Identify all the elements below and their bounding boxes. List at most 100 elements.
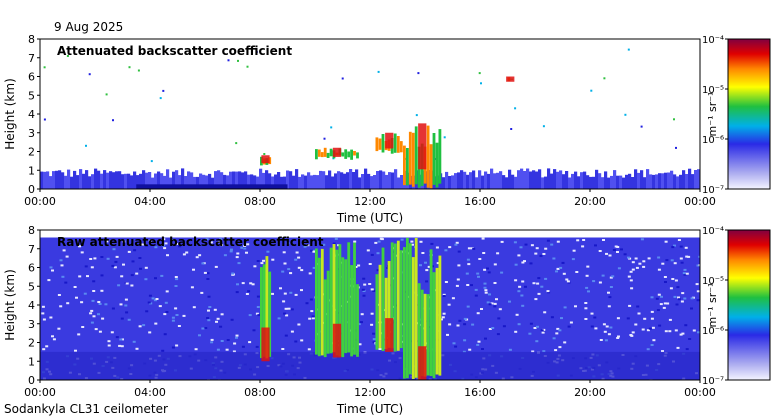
noise-speckle	[246, 243, 250, 246]
noise-speckle	[235, 291, 239, 294]
cloud-column	[262, 264, 266, 357]
noise-speckle	[207, 319, 211, 322]
noise-speckle	[300, 269, 304, 272]
noise-speckle	[484, 291, 488, 294]
noise-speckle	[271, 258, 275, 261]
noise-speckle	[484, 289, 488, 292]
noise-speckle	[690, 297, 694, 300]
noise-speckle	[535, 247, 539, 250]
boundary-layer-column	[289, 171, 293, 189]
boundary-layer-column	[673, 174, 677, 189]
noise-speckle	[612, 249, 616, 251]
boundary-layer-column	[502, 175, 506, 189]
noise-speckle	[456, 324, 460, 327]
noise-speckle	[119, 303, 123, 306]
y-tick-label: 6	[28, 71, 35, 84]
noise-speckle	[634, 257, 638, 260]
boundary-layer-column	[229, 171, 233, 189]
boundary-layer-column	[496, 172, 500, 189]
noise-speckle	[192, 268, 195, 271]
noise-speckle	[65, 255, 69, 258]
panel-title: Raw attenuated backscatter coefficient	[57, 235, 324, 249]
noise-speckle	[465, 272, 469, 275]
boundary-layer-column	[232, 171, 236, 189]
noise-speckle	[486, 267, 489, 270]
noise-speckle	[590, 325, 594, 328]
y-tick-label: 1	[28, 164, 35, 177]
noise-speckle	[287, 307, 291, 310]
boundary-layer-column	[169, 177, 173, 189]
boundary-layer-column	[562, 174, 566, 189]
y-tick-label: 2	[28, 146, 35, 159]
boundary-layer-column	[448, 176, 452, 189]
noise-speckle	[277, 317, 281, 320]
noise-speckle	[400, 238, 404, 241]
speckle	[137, 69, 140, 72]
cloud-column	[429, 249, 433, 377]
noise-speckle	[554, 349, 558, 352]
cloud-column	[326, 270, 330, 354]
boundary-layer-column	[178, 175, 182, 189]
noise-speckle	[160, 274, 164, 277]
noise-speckle	[531, 350, 535, 353]
noise-speckle	[607, 291, 610, 294]
boundary-layer-column	[94, 168, 98, 189]
speckle	[675, 146, 677, 149]
boundary-layer-column	[274, 174, 278, 189]
noise-speckle	[646, 348, 650, 351]
noise-speckle	[378, 348, 382, 350]
noise-speckle	[476, 343, 480, 346]
boundary-layer-column	[601, 177, 605, 189]
boundary-layer-column	[493, 173, 497, 189]
noise-speckle	[648, 327, 652, 330]
noise-speckle	[410, 240, 414, 243]
noise-speckle	[513, 241, 517, 244]
noise-speckle	[77, 333, 81, 336]
noise-speckle	[677, 239, 681, 241]
boundary-layer-column	[490, 168, 494, 189]
noise-speckle	[209, 241, 213, 244]
noise-speckle	[148, 294, 152, 297]
noise-speckle	[127, 250, 131, 253]
noise-speckle	[642, 260, 646, 263]
noise-speckle	[312, 250, 316, 253]
noise-speckle	[558, 346, 562, 349]
noise-speckle	[145, 310, 149, 313]
noise-speckle	[236, 283, 239, 286]
boundary-layer-column	[265, 170, 269, 189]
boundary-layer-column	[76, 175, 80, 189]
noise-speckle	[294, 340, 298, 343]
noise-speckle	[661, 262, 665, 265]
noise-speckle	[297, 266, 301, 269]
noise-speckle	[411, 243, 414, 246]
boundary-layer-column	[370, 176, 374, 189]
noise-speckle	[599, 339, 603, 341]
noise-speckle	[208, 306, 212, 308]
noise-speckle	[638, 262, 642, 265]
noise-speckle	[664, 281, 667, 283]
boundary-layer-column	[52, 171, 56, 189]
noise-speckle	[679, 333, 683, 336]
boundary-layer-column	[358, 177, 362, 189]
noise-speckle	[260, 262, 264, 265]
noise-speckle	[466, 305, 470, 308]
boundary-layer-column	[571, 173, 575, 189]
noise-speckle	[620, 248, 623, 251]
cloud-column	[406, 148, 409, 186]
boundary-layer-column	[46, 171, 50, 189]
noise-speckle	[122, 263, 125, 266]
noise-speckle	[472, 247, 476, 250]
cloud-column	[378, 264, 382, 349]
noise-speckle	[235, 334, 239, 337]
noise-speckle	[311, 315, 315, 318]
noise-speckle	[517, 323, 521, 326]
boundary-layer-column	[280, 176, 284, 189]
noise-speckle	[481, 237, 485, 240]
cloud-core	[261, 327, 270, 362]
boundary-layer-column	[454, 173, 458, 189]
noise-speckle	[584, 318, 588, 320]
speckle	[237, 59, 239, 62]
boundary-layer-column	[256, 176, 260, 189]
boundary-layer-column	[214, 171, 218, 189]
noise-speckle	[467, 263, 471, 266]
